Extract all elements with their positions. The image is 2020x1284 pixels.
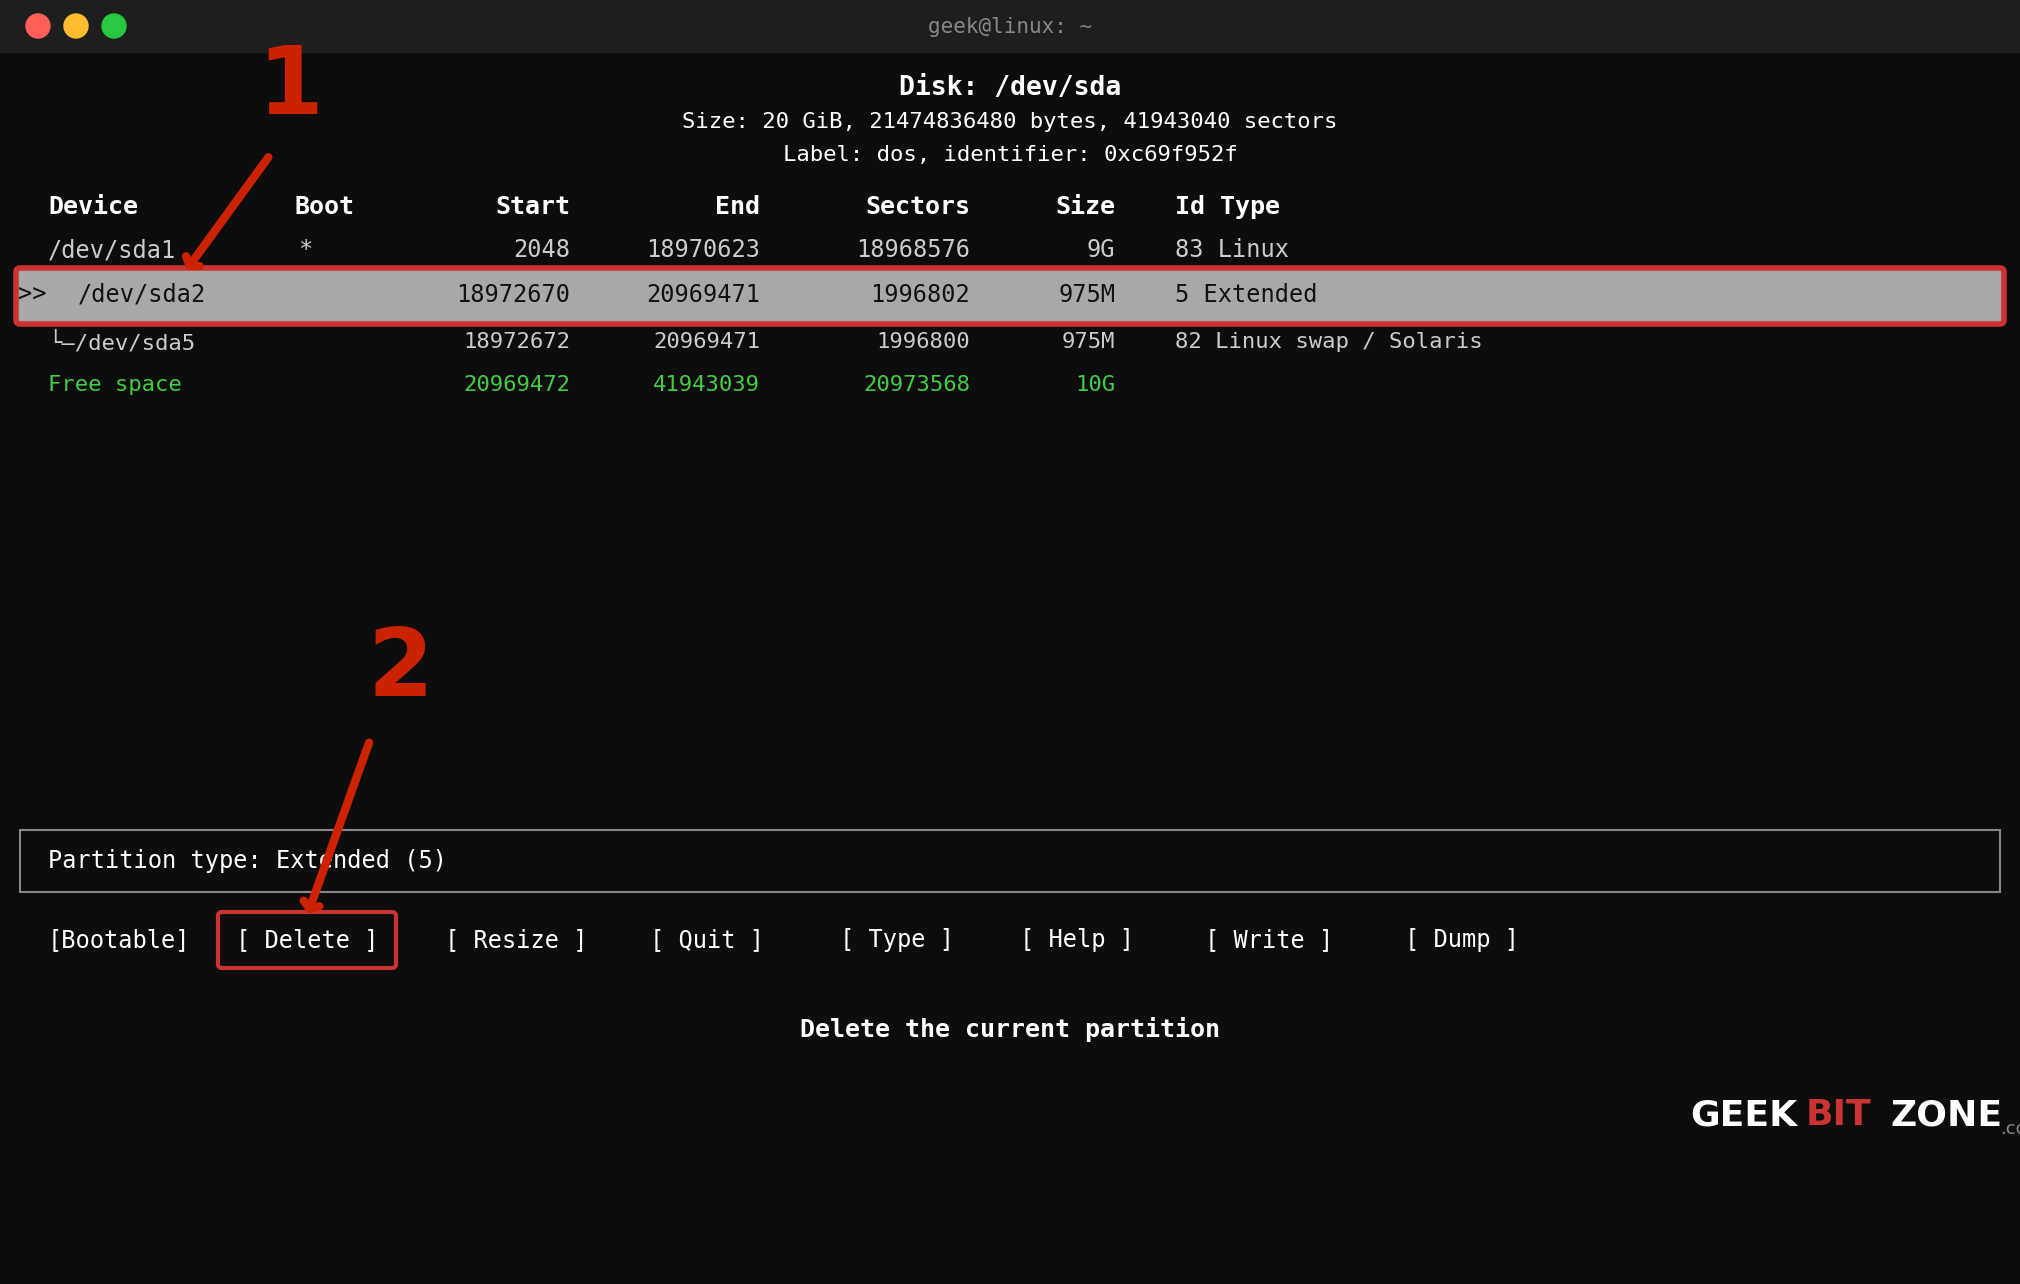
Circle shape <box>101 14 125 39</box>
Text: 1: 1 <box>257 42 323 134</box>
Text: 18970623: 18970623 <box>646 238 760 262</box>
Text: Partition type: Extended (5): Partition type: Extended (5) <box>48 849 446 873</box>
Bar <box>0 0 2020 51</box>
Text: geek@linux: ~: geek@linux: ~ <box>927 17 1093 37</box>
Text: [ Help ]: [ Help ] <box>1020 928 1133 951</box>
Circle shape <box>26 14 50 39</box>
Text: [ Type ]: [ Type ] <box>840 928 953 951</box>
Text: 975M: 975M <box>1058 282 1115 307</box>
Text: 18972670: 18972670 <box>457 282 570 307</box>
Text: 20969472: 20969472 <box>463 375 570 395</box>
Text: /dev/sda2: /dev/sda2 <box>79 282 206 307</box>
FancyBboxPatch shape <box>16 268 2004 324</box>
Text: [ Quit ]: [ Quit ] <box>650 928 764 951</box>
Text: 18968576: 18968576 <box>856 238 970 262</box>
Text: ZONE: ZONE <box>1891 1098 2002 1132</box>
Text: 20969471: 20969471 <box>646 282 760 307</box>
Text: 975M: 975M <box>1060 333 1115 352</box>
Text: [Bootable]: [Bootable] <box>48 928 190 951</box>
Text: 1996802: 1996802 <box>871 282 970 307</box>
Text: 2: 2 <box>368 624 432 716</box>
Text: [ Resize ]: [ Resize ] <box>444 928 588 951</box>
Text: Start: Start <box>495 195 570 220</box>
Text: 83 Linux: 83 Linux <box>1176 238 1289 262</box>
Text: 18972672: 18972672 <box>463 333 570 352</box>
Text: Size: Size <box>1054 195 1115 220</box>
Text: Device: Device <box>48 195 137 220</box>
Circle shape <box>65 14 89 39</box>
Text: 9G: 9G <box>1087 238 1115 262</box>
Text: Delete the current partition: Delete the current partition <box>800 1017 1220 1043</box>
Text: 10G: 10G <box>1075 375 1115 395</box>
Text: /dev/sda1: /dev/sda1 <box>48 238 176 262</box>
Text: 20973568: 20973568 <box>863 375 970 395</box>
Bar <box>20 829 2000 892</box>
Text: [ Delete ]: [ Delete ] <box>236 928 378 951</box>
Text: Free space: Free space <box>48 375 182 395</box>
Text: Label: dos, identifier: 0xc69f952f: Label: dos, identifier: 0xc69f952f <box>782 145 1238 166</box>
Text: Id Type: Id Type <box>1176 195 1281 220</box>
Text: BIT: BIT <box>1806 1098 1873 1132</box>
Text: └–/dev/sda5: └–/dev/sda5 <box>48 331 196 353</box>
Text: >>: >> <box>18 282 46 307</box>
Text: GEEK: GEEK <box>1691 1098 1798 1132</box>
Text: 41943039: 41943039 <box>652 375 760 395</box>
Text: [ Dump ]: [ Dump ] <box>1406 928 1519 951</box>
Text: Disk: /dev/sda: Disk: /dev/sda <box>899 74 1121 101</box>
Text: Sectors: Sectors <box>865 195 970 220</box>
Text: 82 Linux swap / Solaris: 82 Linux swap / Solaris <box>1176 333 1483 352</box>
Text: 2048: 2048 <box>513 238 570 262</box>
Text: 20969471: 20969471 <box>652 333 760 352</box>
Text: *: * <box>297 238 313 262</box>
Text: Boot: Boot <box>295 195 356 220</box>
Text: 5 Extended: 5 Extended <box>1176 282 1317 307</box>
FancyBboxPatch shape <box>218 912 396 968</box>
Text: Size: 20 GiB, 21474836480 bytes, 41943040 sectors: Size: 20 GiB, 21474836480 bytes, 4194304… <box>683 112 1337 132</box>
Text: .com: .com <box>2000 1120 2020 1138</box>
Text: 1996800: 1996800 <box>877 333 970 352</box>
Text: End: End <box>715 195 760 220</box>
Text: [ Write ]: [ Write ] <box>1206 928 1333 951</box>
